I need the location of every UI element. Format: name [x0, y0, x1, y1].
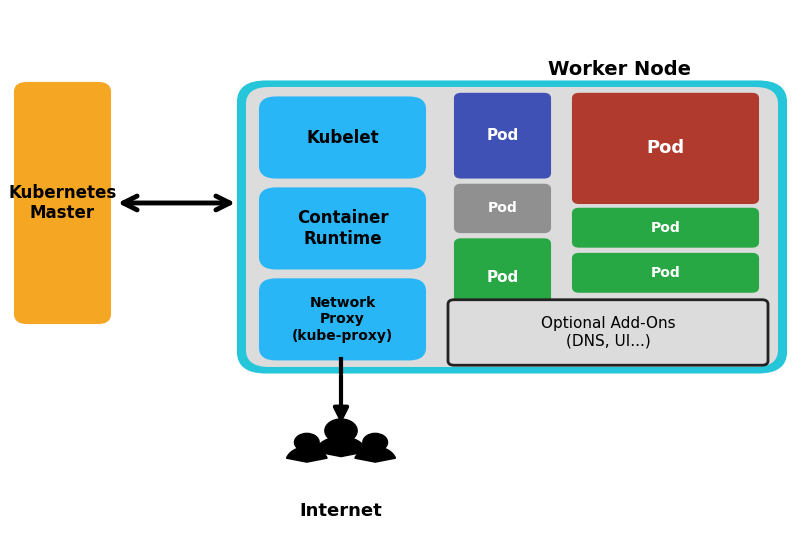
Wedge shape — [286, 447, 327, 462]
FancyBboxPatch shape — [454, 185, 549, 232]
Text: Pod: Pod — [650, 266, 679, 280]
FancyBboxPatch shape — [454, 239, 549, 316]
Text: Pod: Pod — [486, 128, 518, 143]
Text: Pod: Pod — [650, 221, 679, 235]
Text: Worker Node: Worker Node — [548, 60, 691, 80]
FancyBboxPatch shape — [573, 94, 757, 203]
Text: Pod: Pod — [646, 139, 683, 158]
FancyBboxPatch shape — [259, 98, 425, 177]
Text: Optional Add-Ons
(DNS, UI...): Optional Add-Ons (DNS, UI...) — [540, 316, 675, 349]
Wedge shape — [314, 437, 367, 457]
FancyBboxPatch shape — [573, 209, 757, 247]
FancyBboxPatch shape — [259, 189, 425, 269]
Text: Kubelet: Kubelet — [306, 129, 378, 146]
Text: Container
Runtime: Container Runtime — [296, 209, 388, 248]
Wedge shape — [354, 447, 395, 462]
Text: Internet: Internet — [300, 502, 382, 520]
Text: Pod: Pod — [486, 270, 518, 285]
Text: Kubernetes
Master: Kubernetes Master — [8, 184, 116, 222]
Text: Network
Proxy
(kube-proxy): Network Proxy (kube-proxy) — [291, 296, 393, 343]
FancyBboxPatch shape — [259, 279, 425, 359]
Circle shape — [362, 434, 387, 451]
FancyBboxPatch shape — [238, 82, 785, 373]
FancyBboxPatch shape — [247, 88, 776, 366]
FancyBboxPatch shape — [573, 254, 757, 292]
Circle shape — [324, 419, 357, 443]
Text: Pod: Pod — [487, 201, 517, 215]
Circle shape — [294, 434, 319, 451]
FancyBboxPatch shape — [454, 94, 549, 177]
FancyBboxPatch shape — [15, 83, 110, 323]
FancyBboxPatch shape — [447, 300, 767, 365]
